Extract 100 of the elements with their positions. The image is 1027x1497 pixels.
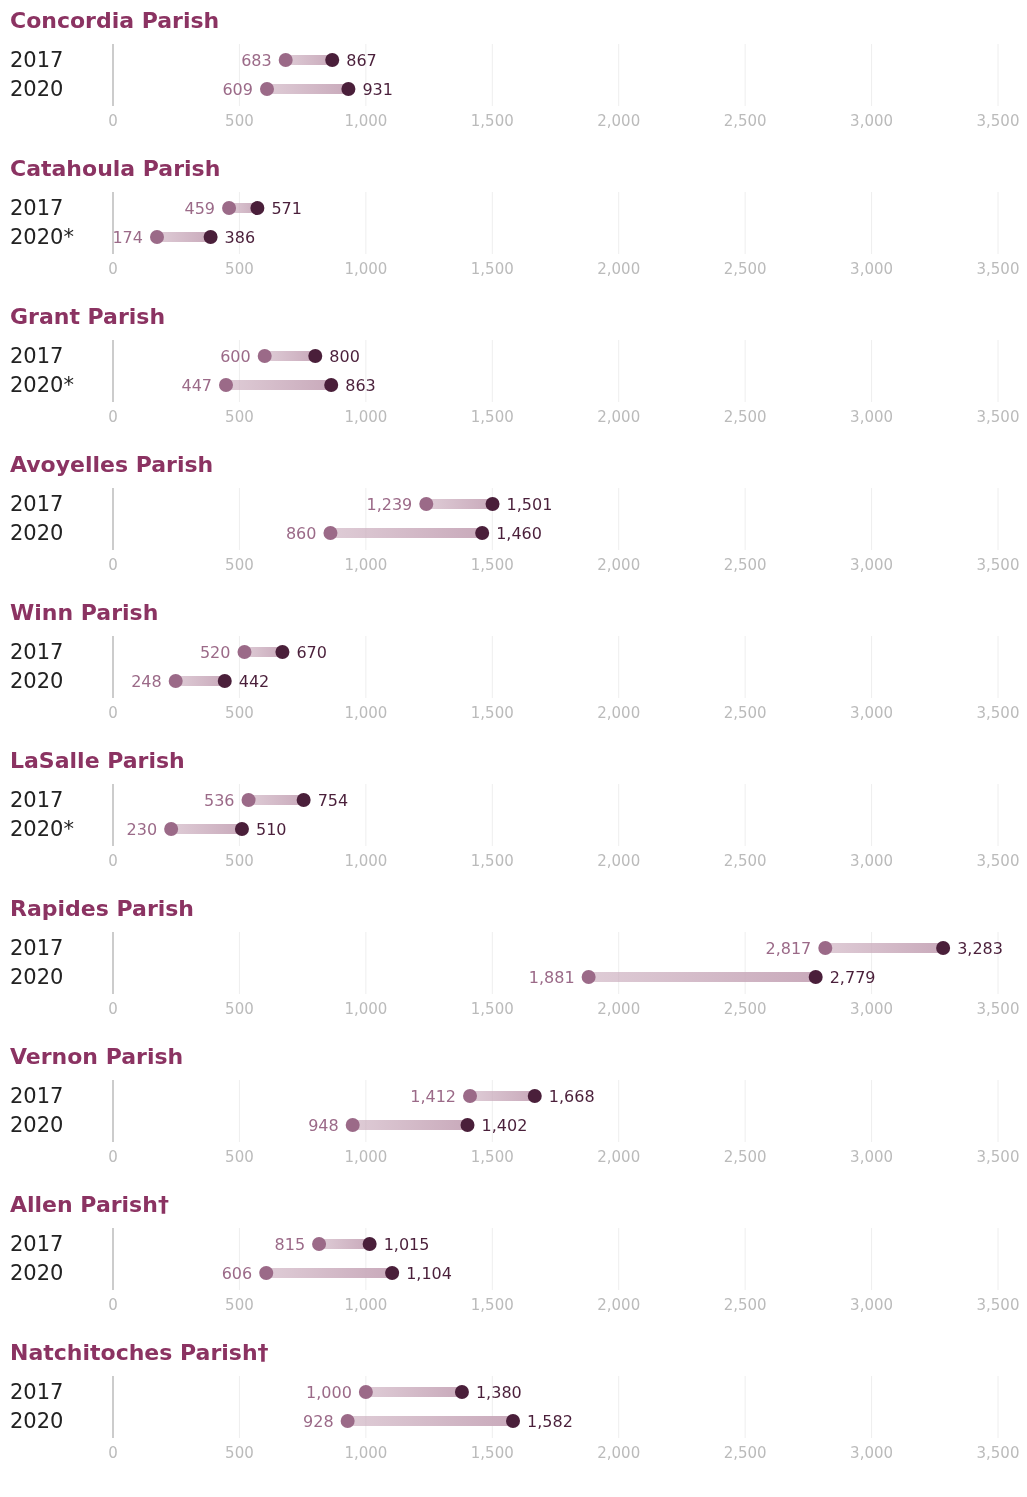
point — [341, 82, 356, 96]
x-tick-label: 3,000 — [850, 1296, 894, 1314]
x-tick-label: 500 — [225, 260, 254, 278]
x-tick-label: 3,000 — [850, 1148, 894, 1166]
point — [358, 1385, 373, 1399]
x-tick-label: 0 — [108, 1296, 118, 1314]
data-label: 1,881 — [528, 968, 575, 987]
chart-title: Allen Parish† — [10, 1192, 169, 1217]
x-tick-label: 1,000 — [344, 704, 388, 722]
y-tick-label: 2020 — [10, 669, 64, 693]
point — [234, 822, 249, 836]
x-tick-label: 1,000 — [344, 852, 388, 870]
data-label: 571 — [271, 199, 302, 218]
x-tick-label: 2,500 — [723, 260, 767, 278]
x-tick-label: 1,000 — [344, 260, 388, 278]
x-tick-label: 0 — [108, 704, 118, 722]
x-tick-label: 2,500 — [723, 112, 767, 130]
x-tick-label: 3,000 — [850, 704, 894, 722]
point — [323, 526, 338, 540]
x-tick-label: 3,000 — [850, 260, 894, 278]
data-label: 928 — [303, 1412, 334, 1431]
data-label: 1,582 — [527, 1412, 573, 1431]
x-tick-label: 3,000 — [850, 1000, 894, 1018]
x-tick-label: 1,500 — [470, 704, 514, 722]
x-tick-label: 2,000 — [597, 1444, 641, 1462]
data-label: 520 — [199, 643, 231, 662]
x-tick-label: 3,500 — [976, 704, 1020, 722]
data-label: 683 — [241, 51, 272, 70]
x-tick-label: 1,000 — [344, 112, 388, 130]
x-tick-label: 3,500 — [976, 112, 1020, 130]
x-tick-label: 2,000 — [597, 1296, 641, 1314]
x-tick-label: 1,500 — [470, 112, 514, 130]
x-tick-label: 1,500 — [470, 1148, 514, 1166]
point — [217, 674, 232, 688]
data-label: 230 — [126, 820, 158, 839]
data-label: 3,283 — [957, 939, 1003, 958]
x-tick-label: 3,000 — [850, 112, 894, 130]
point — [219, 378, 234, 392]
data-label: 931 — [362, 80, 393, 99]
chart-title: LaSalle Parish — [10, 748, 185, 773]
x-tick-label: 1,000 — [344, 1296, 388, 1314]
data-label: 600 — [220, 347, 251, 366]
point — [150, 230, 164, 244]
y-tick-label: 2020 — [10, 965, 64, 989]
x-tick-label: 2,000 — [597, 556, 641, 574]
point — [325, 53, 340, 67]
chart-title: Rapides Parish — [10, 896, 195, 921]
y-tick-label: 2017 — [10, 196, 64, 220]
x-tick-label: 1,500 — [470, 556, 514, 574]
y-tick-label: 2020 — [10, 1409, 64, 1433]
x-tick-label: 1,000 — [344, 408, 388, 426]
y-tick-label: 2017 — [10, 1232, 64, 1256]
point — [485, 497, 500, 511]
data-label: 1,460 — [496, 524, 542, 543]
x-tick-label: 500 — [225, 556, 254, 574]
point — [312, 1237, 327, 1251]
x-tick-label: 2,000 — [597, 112, 641, 130]
point — [385, 1266, 400, 1280]
data-label: 2,779 — [829, 968, 876, 987]
point — [222, 201, 237, 215]
y-tick-label: 2020 — [10, 77, 64, 101]
point — [259, 1266, 274, 1280]
x-tick-label: 3,000 — [850, 852, 894, 870]
data-label: 386 — [224, 228, 256, 247]
chart-title: Avoyelles Parish — [10, 452, 214, 477]
data-label: 1,239 — [366, 495, 413, 514]
x-tick-label: 2,000 — [597, 408, 641, 426]
x-tick-label: 500 — [225, 112, 254, 130]
x-tick-label: 1,500 — [470, 1000, 514, 1018]
point — [936, 941, 951, 955]
chart-title: Vernon Parish — [10, 1044, 184, 1069]
x-tick-label: 0 — [108, 1000, 118, 1018]
x-tick-label: 1,000 — [344, 556, 388, 574]
y-tick-label: 2017 — [10, 640, 64, 664]
y-tick-label: 2020 — [10, 1113, 64, 1137]
point — [259, 82, 274, 96]
y-tick-label: 2017 — [10, 492, 64, 516]
data-label: 606 — [221, 1264, 253, 1283]
y-tick-label: 2020* — [10, 225, 74, 249]
chart-title: Grant Parish — [10, 304, 166, 329]
y-tick-label: 2017 — [10, 936, 64, 960]
data-label: 1,380 — [475, 1383, 522, 1402]
x-tick-label: 3,500 — [976, 1000, 1020, 1018]
x-tick-label: 1,500 — [470, 852, 514, 870]
x-tick-label: 1,000 — [344, 1444, 388, 1462]
data-label: 1,104 — [406, 1264, 452, 1283]
data-label: 536 — [203, 791, 235, 810]
y-tick-label: 2017 — [10, 48, 64, 72]
x-tick-label: 500 — [225, 408, 254, 426]
x-tick-label: 500 — [225, 852, 254, 870]
x-tick-label: 2,500 — [723, 1000, 767, 1018]
data-label: 1,000 — [306, 1383, 352, 1402]
x-tick-label: 3,500 — [976, 852, 1020, 870]
y-tick-label: 2017 — [10, 344, 64, 368]
x-tick-label: 2,000 — [597, 704, 641, 722]
x-tick-label: 3,500 — [976, 556, 1020, 574]
x-tick-label: 3,000 — [850, 556, 894, 574]
chart-title: Winn Parish — [10, 600, 159, 625]
x-tick-label: 1,500 — [470, 260, 514, 278]
data-label: 248 — [131, 672, 162, 691]
